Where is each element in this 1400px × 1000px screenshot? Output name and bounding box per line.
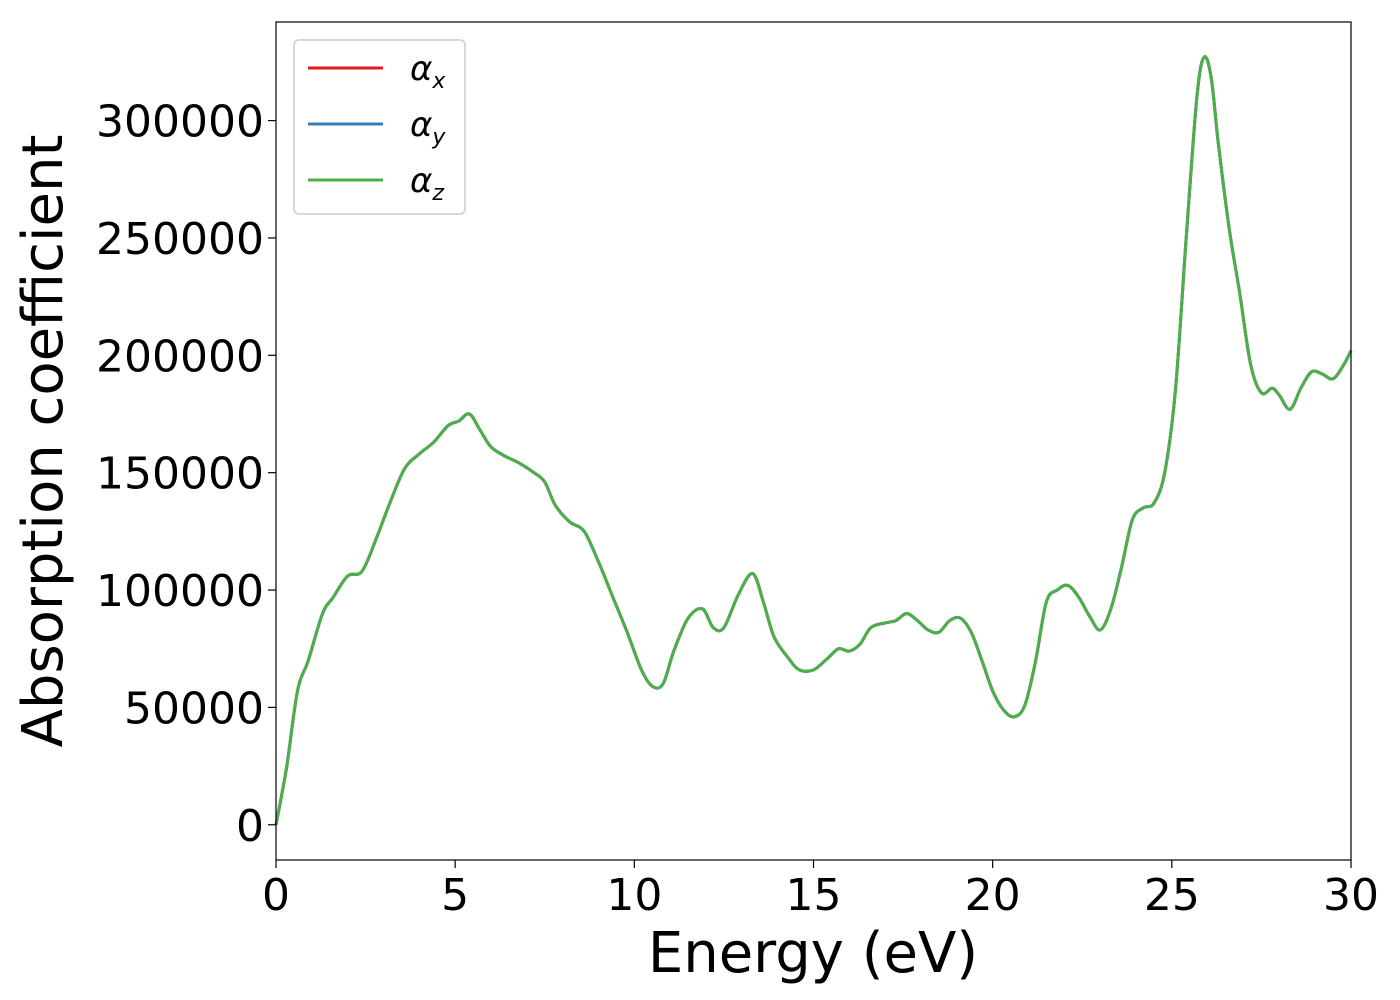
series-layer — [274, 55, 1353, 826]
x-tick-label: 5 — [441, 870, 469, 921]
y-tick-label: 250000 — [96, 214, 264, 265]
x-tick-label: 0 — [262, 870, 290, 921]
y-tick-label: 100000 — [96, 566, 264, 617]
x-tick-label: 15 — [786, 870, 842, 921]
x-tick-label: 25 — [1144, 870, 1200, 921]
legend-label: αy — [410, 105, 446, 150]
x-axis-label: Energy (eV) — [648, 921, 978, 986]
y-tick-label: 0 — [236, 801, 264, 852]
legend-label: αz — [410, 161, 444, 206]
y-tick-label: 300000 — [96, 97, 264, 148]
y-tick-label: 200000 — [96, 331, 264, 382]
y-axis-label: Absorption coefficient — [11, 135, 76, 748]
legend: αx αy αz — [293, 39, 466, 215]
y-tick-label: 150000 — [96, 449, 264, 500]
series-line-3 — [274, 55, 1353, 826]
x-tick-label: 20 — [965, 870, 1021, 921]
x-tick-label: 30 — [1323, 870, 1379, 921]
legend-box — [293, 39, 466, 215]
x-tick-label: 10 — [606, 870, 662, 921]
legend-label: αx — [410, 49, 446, 94]
x-axis: 0 5 10 15 20 25 30 — [262, 860, 1379, 921]
y-axis: 0 50000 100000 150000 200000 250000 300000 — [96, 97, 276, 852]
y-tick-label: 50000 — [124, 683, 264, 734]
